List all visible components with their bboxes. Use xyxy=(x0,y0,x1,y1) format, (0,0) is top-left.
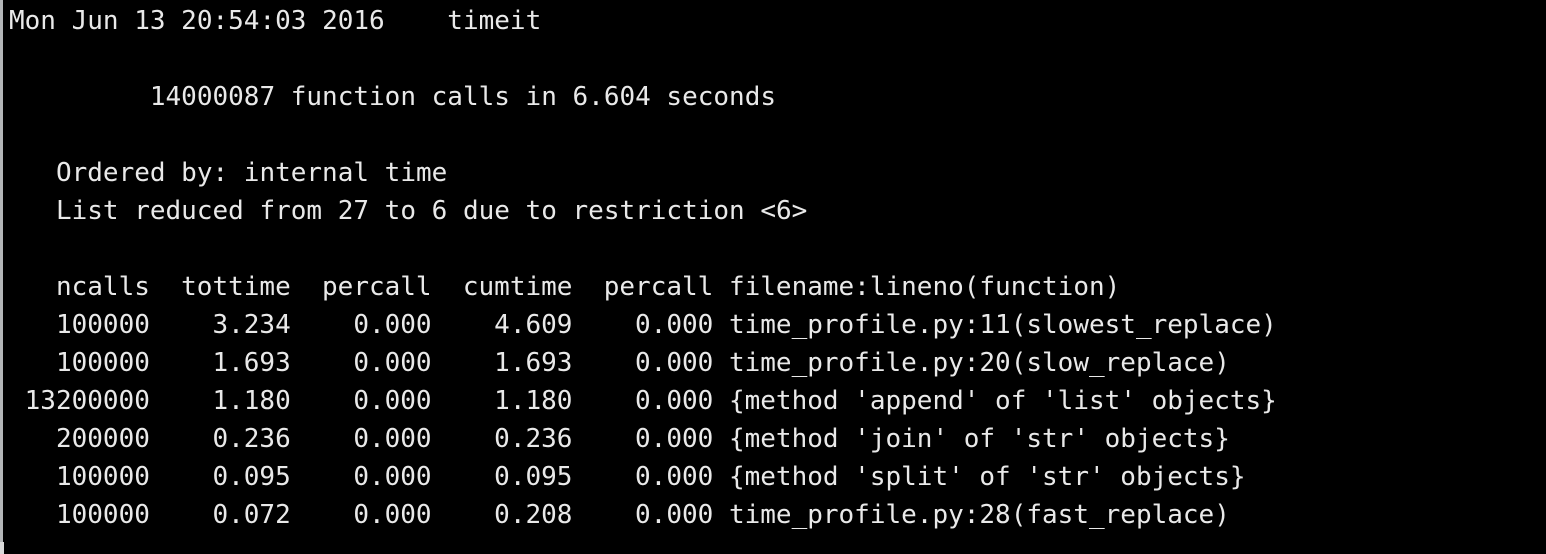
table-header-row: ncalls tottime percall cumtime percall filena… xyxy=(9,268,1546,306)
table-row: 200000 0.236 0.000 0.236 0.000 {method 'join'… xyxy=(9,420,1546,458)
cell-location: time_profile.py:20(slow_replace) xyxy=(728,348,1230,378)
cell-cumtime: 0.236 xyxy=(494,424,573,454)
header-percall-cum: percall xyxy=(603,272,714,302)
header-percall: percall xyxy=(322,272,432,302)
window-left-edge xyxy=(0,0,4,554)
header-cumtime: cumtime xyxy=(462,272,573,302)
cell-tottime: 3.234 xyxy=(212,310,291,340)
cell-ncalls: 200000 xyxy=(55,424,150,454)
header-tottime: tottime xyxy=(181,272,291,302)
cell-percall: 0.000 xyxy=(353,310,432,340)
cell-percall: 0.000 xyxy=(353,500,432,530)
cell-cumtime: 1.180 xyxy=(494,386,573,416)
cell-location: time_profile.py:11(slowest_replace) xyxy=(728,310,1277,340)
cell-percall: 0.000 xyxy=(353,348,432,378)
header-filename: filename:lineno(function) xyxy=(728,272,1121,302)
cell-tottime: 0.072 xyxy=(212,500,291,530)
cell-location: {method 'split' of 'str' objects} xyxy=(728,462,1246,492)
cell-ncalls: 100000 xyxy=(55,310,150,340)
header-ncalls: ncalls xyxy=(55,272,150,302)
table-row: 100000 0.072 0.000 0.208 0.000 time_profile.p… xyxy=(9,496,1546,534)
cell-percall-cum: 0.000 xyxy=(635,424,714,454)
cell-percall-cum: 0.000 xyxy=(635,310,714,340)
cell-cumtime: 0.208 xyxy=(494,500,573,530)
cell-tottime: 0.095 xyxy=(212,462,291,492)
blank-line xyxy=(9,116,1546,154)
cell-percall: 0.000 xyxy=(353,386,432,416)
ordered-by-line: Ordered by: internal time xyxy=(55,158,448,188)
table-row: 100000 0.095 0.000 0.095 0.000 {method 'split… xyxy=(9,458,1546,496)
list-reduced-line: List reduced from 27 to 6 due to restric… xyxy=(55,196,808,226)
cell-location: time_profile.py:28(fast_replace) xyxy=(728,500,1230,530)
cell-ncalls: 13200000 xyxy=(24,386,150,416)
cell-percall: 0.000 xyxy=(353,424,432,454)
cell-percall: 0.000 xyxy=(353,462,432,492)
session-header-line: Mon Jun 13 20:54:03 2016 timeit xyxy=(9,2,1546,40)
cell-cumtime: 4.609 xyxy=(494,310,573,340)
cell-ncalls: 100000 xyxy=(55,462,150,492)
table-row: 13200000 1.180 0.000 1.180 0.000 {method 'app… xyxy=(9,382,1546,420)
cell-ncalls: 100000 xyxy=(55,500,150,530)
cell-tottime: 1.180 xyxy=(212,386,291,416)
cell-location: {method 'join' of 'str' objects} xyxy=(728,424,1230,454)
cell-ncalls: 100000 xyxy=(55,348,150,378)
table-row: 100000 3.234 0.000 4.609 0.000 time_profile.p… xyxy=(9,306,1546,344)
blank-line xyxy=(9,230,1546,268)
cell-cumtime: 1.693 xyxy=(494,348,573,378)
cell-tottime: 0.236 xyxy=(212,424,291,454)
terminal-screen[interactable]: Mon Jun 13 20:54:03 2016 timeit 14000087 … xyxy=(3,2,1546,554)
cell-percall-cum: 0.000 xyxy=(635,348,714,378)
session-date: Mon Jun 13 20:54:03 2016 xyxy=(9,6,385,36)
cell-location: {method 'append' of 'list' objects} xyxy=(728,386,1277,416)
blank-line xyxy=(9,40,1546,78)
cell-percall-cum: 0.000 xyxy=(635,462,714,492)
cell-cumtime: 0.095 xyxy=(494,462,573,492)
table-row: 100000 1.693 0.000 1.693 0.000 time_profile.p… xyxy=(9,344,1546,382)
cell-tottime: 1.693 xyxy=(212,348,291,378)
summary-line: 14000087 function calls in 6.604 seconds xyxy=(149,82,777,112)
cell-percall-cum: 0.000 xyxy=(635,500,714,530)
cell-percall-cum: 0.000 xyxy=(635,386,714,416)
session-title: timeit xyxy=(447,6,542,36)
